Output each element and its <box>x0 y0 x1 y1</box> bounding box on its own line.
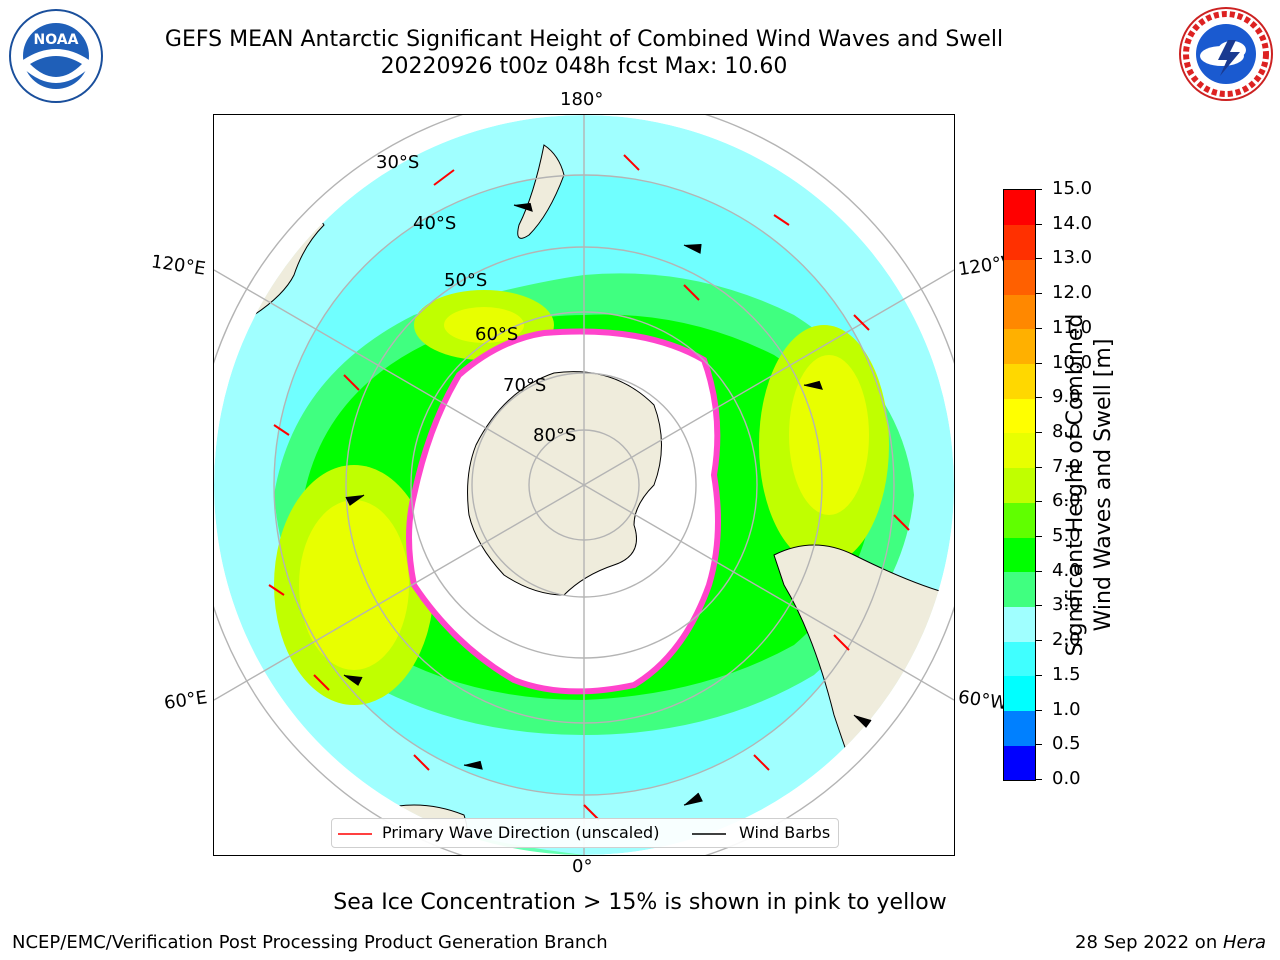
colorbar-tick-label: 7.0 <box>1052 455 1081 477</box>
colorbar-swatch <box>1004 571 1035 607</box>
colorbar-tick-mark <box>1036 605 1042 607</box>
colorbar-tick-label: 2.0 <box>1052 629 1081 651</box>
wind-barbs <box>343 202 872 806</box>
colorbar-tick-mark <box>1036 189 1042 190</box>
footer-host: Hera <box>1222 932 1266 953</box>
colorbar-tick-mark <box>1036 709 1042 711</box>
colorbar-label: Significant Height of Combined Wind Wave… <box>1062 285 1118 685</box>
noaa-logo-icon: NOAA <box>8 8 104 108</box>
colorbar-tick-label: 15.0 <box>1052 178 1093 199</box>
wave-height-field <box>214 115 954 855</box>
chart-title: GEFS MEAN Antarctic Significant Height o… <box>164 27 1004 52</box>
colorbar-swatch <box>1004 224 1035 260</box>
colorbar-tick-label: 0.0 <box>1052 768 1081 789</box>
colorbar-tick-mark <box>1036 640 1042 642</box>
lon-label-180: 180° <box>560 89 604 110</box>
colorbar-tick-label: 5.0 <box>1052 525 1081 547</box>
lon-label-120e: 120°E <box>149 251 207 280</box>
graticule <box>214 115 954 855</box>
colorbar-swatch <box>1004 606 1035 642</box>
colorbar-tick-mark <box>1036 501 1042 503</box>
colorbar-tick-mark <box>1036 293 1042 295</box>
colorbar-swatch <box>1004 363 1035 399</box>
colorbar-swatch <box>1004 259 1035 295</box>
colorbar-swatch <box>1004 398 1035 434</box>
colorbar-tick-label: 0.5 <box>1052 733 1081 755</box>
colorbar <box>1003 189 1036 781</box>
colorbar-tick-label: 4.0 <box>1052 559 1081 581</box>
lat-label-50: 50°S <box>444 270 488 291</box>
colorbar-tick-mark <box>1036 466 1042 468</box>
footer-date: 28 Sep 2022 on Hera <box>1075 932 1266 953</box>
lon-label-0: 0° <box>572 856 593 877</box>
colorbar-tick-mark <box>1036 258 1042 260</box>
colorbar-tick-label: 14.0 <box>1052 212 1093 234</box>
sea-ice-note: Sea Ice Concentration > 15% is shown in … <box>333 890 947 915</box>
colorbar-tick-mark <box>1036 536 1042 538</box>
polar-map <box>214 115 954 855</box>
colorbar-swatch <box>1004 537 1035 573</box>
legend-barb: Wind Barbs <box>739 823 831 842</box>
colorbar-tick-label: 13.0 <box>1052 247 1093 269</box>
colorbar-swatch <box>1004 294 1035 330</box>
wave-direction-arrows <box>268 154 910 821</box>
map-panel: 30°S 40°S 50°S 60°S 70°S 80°S Primary Wa… <box>213 114 955 856</box>
colorbar-label-line2: Wind Waves and Swell [m] <box>1091 338 1116 632</box>
footer-org: NCEP/EMC/Verification Post Processing Pr… <box>12 932 608 953</box>
colorbar-swatch <box>1004 710 1035 746</box>
colorbar-tick-mark <box>1036 431 1042 433</box>
noaa-logo-text: NOAA <box>34 32 79 48</box>
colorbar-tick-label: 9.0 <box>1052 386 1081 408</box>
colorbar-tick-label: 10.0 <box>1052 351 1093 373</box>
lon-label-60w: 60°W <box>956 686 1009 715</box>
colorbar-swatch <box>1004 467 1035 503</box>
colorbar-tick-label: 1.5 <box>1052 663 1081 685</box>
colorbar-swatch <box>1004 190 1035 226</box>
lat-label-80: 80°S <box>533 425 577 446</box>
colorbar-tick-mark <box>1036 674 1042 676</box>
colorbar-tick-mark <box>1036 223 1042 225</box>
colorbar-tick-mark <box>1036 327 1042 329</box>
colorbar-swatch <box>1004 502 1035 538</box>
colorbar-swatch <box>1004 432 1035 469</box>
colorbar-tick-label: 3.0 <box>1052 594 1081 616</box>
colorbar-label-line1: Significant Height of Combined <box>1063 313 1088 657</box>
colorbar-tick-mark <box>1036 744 1042 746</box>
colorbar-tick-label: 6.0 <box>1052 490 1081 512</box>
colorbar-swatch <box>1004 641 1035 677</box>
colorbar-tick-label: 11.0 <box>1052 316 1093 338</box>
lat-label-30: 30°S <box>376 152 420 173</box>
lat-label-40: 40°S <box>413 213 457 234</box>
colorbar-tick-mark <box>1036 779 1042 780</box>
lat-label-60: 60°S <box>475 324 519 345</box>
colorbar-swatch <box>1004 675 1035 712</box>
colorbar-tick-label: 1.0 <box>1052 698 1081 720</box>
colorbar-tick-label: 12.0 <box>1052 282 1093 304</box>
map-legend: Primary Wave Direction (unscaled) Wind B… <box>331 818 839 848</box>
footer-date-text: 28 Sep 2022 on <box>1075 932 1223 953</box>
colorbar-swatch <box>1004 745 1035 781</box>
legend-wave: Primary Wave Direction (unscaled) <box>382 823 660 842</box>
colorbar-tick-label: 8.0 <box>1052 420 1081 442</box>
lat-label-70: 70°S <box>503 375 547 396</box>
colorbar-swatch <box>1004 328 1035 365</box>
colorbar-tick-mark <box>1036 362 1042 364</box>
nws-logo-icon <box>1178 6 1274 106</box>
lon-label-60e: 60°E <box>162 687 209 714</box>
colorbar-tick-mark <box>1036 570 1042 572</box>
chart-subtitle: 20220926 t00z 048h fcst Max: 10.60 <box>380 54 788 79</box>
colorbar-tick-mark <box>1036 397 1042 399</box>
